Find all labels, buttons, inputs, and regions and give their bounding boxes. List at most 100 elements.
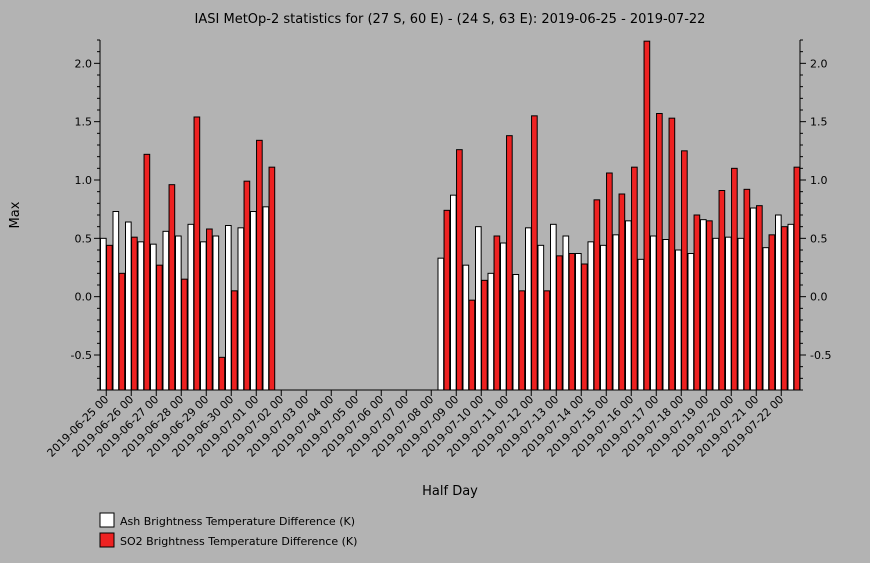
- y-tick-label-right: 0.5: [810, 232, 828, 245]
- y-tick-label-right: 1.0: [810, 174, 828, 187]
- bar-ash: [137, 241, 145, 391]
- bar-so2: [631, 166, 638, 391]
- bar-ash: [600, 244, 607, 391]
- bar-so2: [681, 150, 688, 391]
- y-tick-label-right: 2.0: [810, 57, 828, 70]
- bar-ash: [787, 223, 795, 391]
- bar-so2: [256, 139, 263, 391]
- bar-so2: [743, 188, 751, 391]
- bar-ash: [262, 206, 270, 391]
- bar-so2: [218, 356, 226, 391]
- bar-so2: [643, 40, 651, 391]
- bar-ash: [687, 253, 695, 391]
- bar-ash: [437, 257, 445, 391]
- bar-ash: [575, 253, 582, 391]
- plot-area: -0.5 -0.50.0 0.00.5 0.51.0 1.01.5 1.52.0 2.020…: [45, 39, 831, 460]
- y-axis-label: Max: [8, 201, 23, 228]
- bar-so2: [481, 279, 488, 391]
- bar-ash: [750, 207, 757, 391]
- bar-so2: [181, 278, 188, 391]
- legend-swatch-ash: [99, 512, 115, 528]
- bar-ash: [587, 241, 595, 391]
- bar-ash: [237, 227, 245, 391]
- bar-so2: [656, 113, 663, 391]
- bar-so2: [668, 117, 676, 391]
- bar-ash: [475, 226, 482, 391]
- bar-ash: [637, 258, 645, 391]
- bar-so2: [268, 166, 276, 391]
- bar-ash: [612, 234, 620, 391]
- bar-ash: [775, 214, 782, 391]
- y-tick-label-left: 1.0: [75, 174, 93, 187]
- bar-ash: [100, 237, 107, 391]
- bar-ash: [250, 211, 257, 391]
- bar-ash: [500, 242, 507, 391]
- legend: Ash Brightness Temperature Difference (K…: [99, 512, 357, 548]
- y-tick-label-left: 1.5: [75, 116, 93, 129]
- bar-ash: [150, 243, 157, 391]
- x-axis-label: Half Day: [422, 484, 478, 499]
- bar-so2: [231, 290, 238, 391]
- bar-ash: [712, 237, 720, 391]
- bar-ash: [450, 194, 457, 391]
- legend-label-so2: SO2 Brightness Temperature Difference (K…: [120, 535, 357, 548]
- bar-so2: [443, 209, 451, 391]
- bar-ash: [762, 247, 770, 391]
- y-tick-label-right: 0.0: [810, 291, 828, 304]
- bar-so2: [706, 220, 713, 391]
- bar-so2: [506, 135, 513, 391]
- bar-so2: [556, 255, 563, 391]
- bar-so2: [618, 193, 626, 391]
- chart-title: IASI MetOp-2 statistics for (27 S, 60 E)…: [195, 12, 706, 27]
- legend-label-ash: Ash Brightness Temperature Difference (K…: [120, 515, 355, 528]
- bar-so2: [131, 236, 138, 391]
- bar-ash: [537, 244, 545, 391]
- bar-ash: [200, 241, 207, 391]
- bar-so2: [768, 234, 776, 391]
- bar-so2: [593, 199, 601, 391]
- bar-so2: [206, 228, 213, 391]
- bar-so2: [456, 149, 463, 391]
- bar-so2: [781, 226, 788, 391]
- bar-so2: [493, 235, 501, 391]
- y-tick-label-left: 2.0: [75, 57, 93, 70]
- bar-so2: [118, 272, 126, 391]
- bar-so2: [531, 115, 538, 391]
- bar-so2: [568, 253, 576, 391]
- bar-ash: [550, 223, 557, 391]
- bar-ash: [650, 235, 657, 391]
- bar-ash: [737, 237, 745, 391]
- bar-so2: [718, 190, 726, 391]
- y-tick-label-right: -0.5: [810, 349, 831, 362]
- bar-ash: [675, 249, 682, 391]
- bar-so2: [156, 264, 163, 391]
- bar-so2: [756, 205, 763, 391]
- bar-so2: [143, 153, 151, 391]
- bar-ash: [562, 235, 570, 391]
- y-tick-label-right: 1.5: [810, 116, 828, 129]
- bar-ash: [700, 219, 707, 391]
- bar-ash: [662, 239, 670, 391]
- bar-so2: [731, 167, 738, 391]
- bar-ash: [187, 223, 195, 391]
- bar-ash: [212, 235, 220, 391]
- bar-so2: [606, 172, 613, 391]
- y-tick-label-left: -0.5: [71, 349, 92, 362]
- bar-so2: [518, 290, 526, 391]
- bar-ash: [112, 211, 120, 391]
- bar-so2: [193, 116, 201, 391]
- bar-ash: [625, 220, 632, 391]
- bar-so2: [793, 166, 801, 391]
- bar-so2: [543, 290, 551, 391]
- bar-so2: [106, 244, 113, 391]
- bar-ash: [175, 235, 182, 391]
- bar-ash: [525, 227, 532, 391]
- bar-ash: [125, 221, 132, 391]
- legend-swatch-so2: [99, 532, 115, 548]
- bar-so2: [168, 184, 176, 391]
- y-tick-label-left: 0.0: [75, 291, 93, 304]
- bar-ash: [512, 274, 520, 391]
- bar-ash: [225, 225, 232, 391]
- bar-so2: [468, 299, 476, 391]
